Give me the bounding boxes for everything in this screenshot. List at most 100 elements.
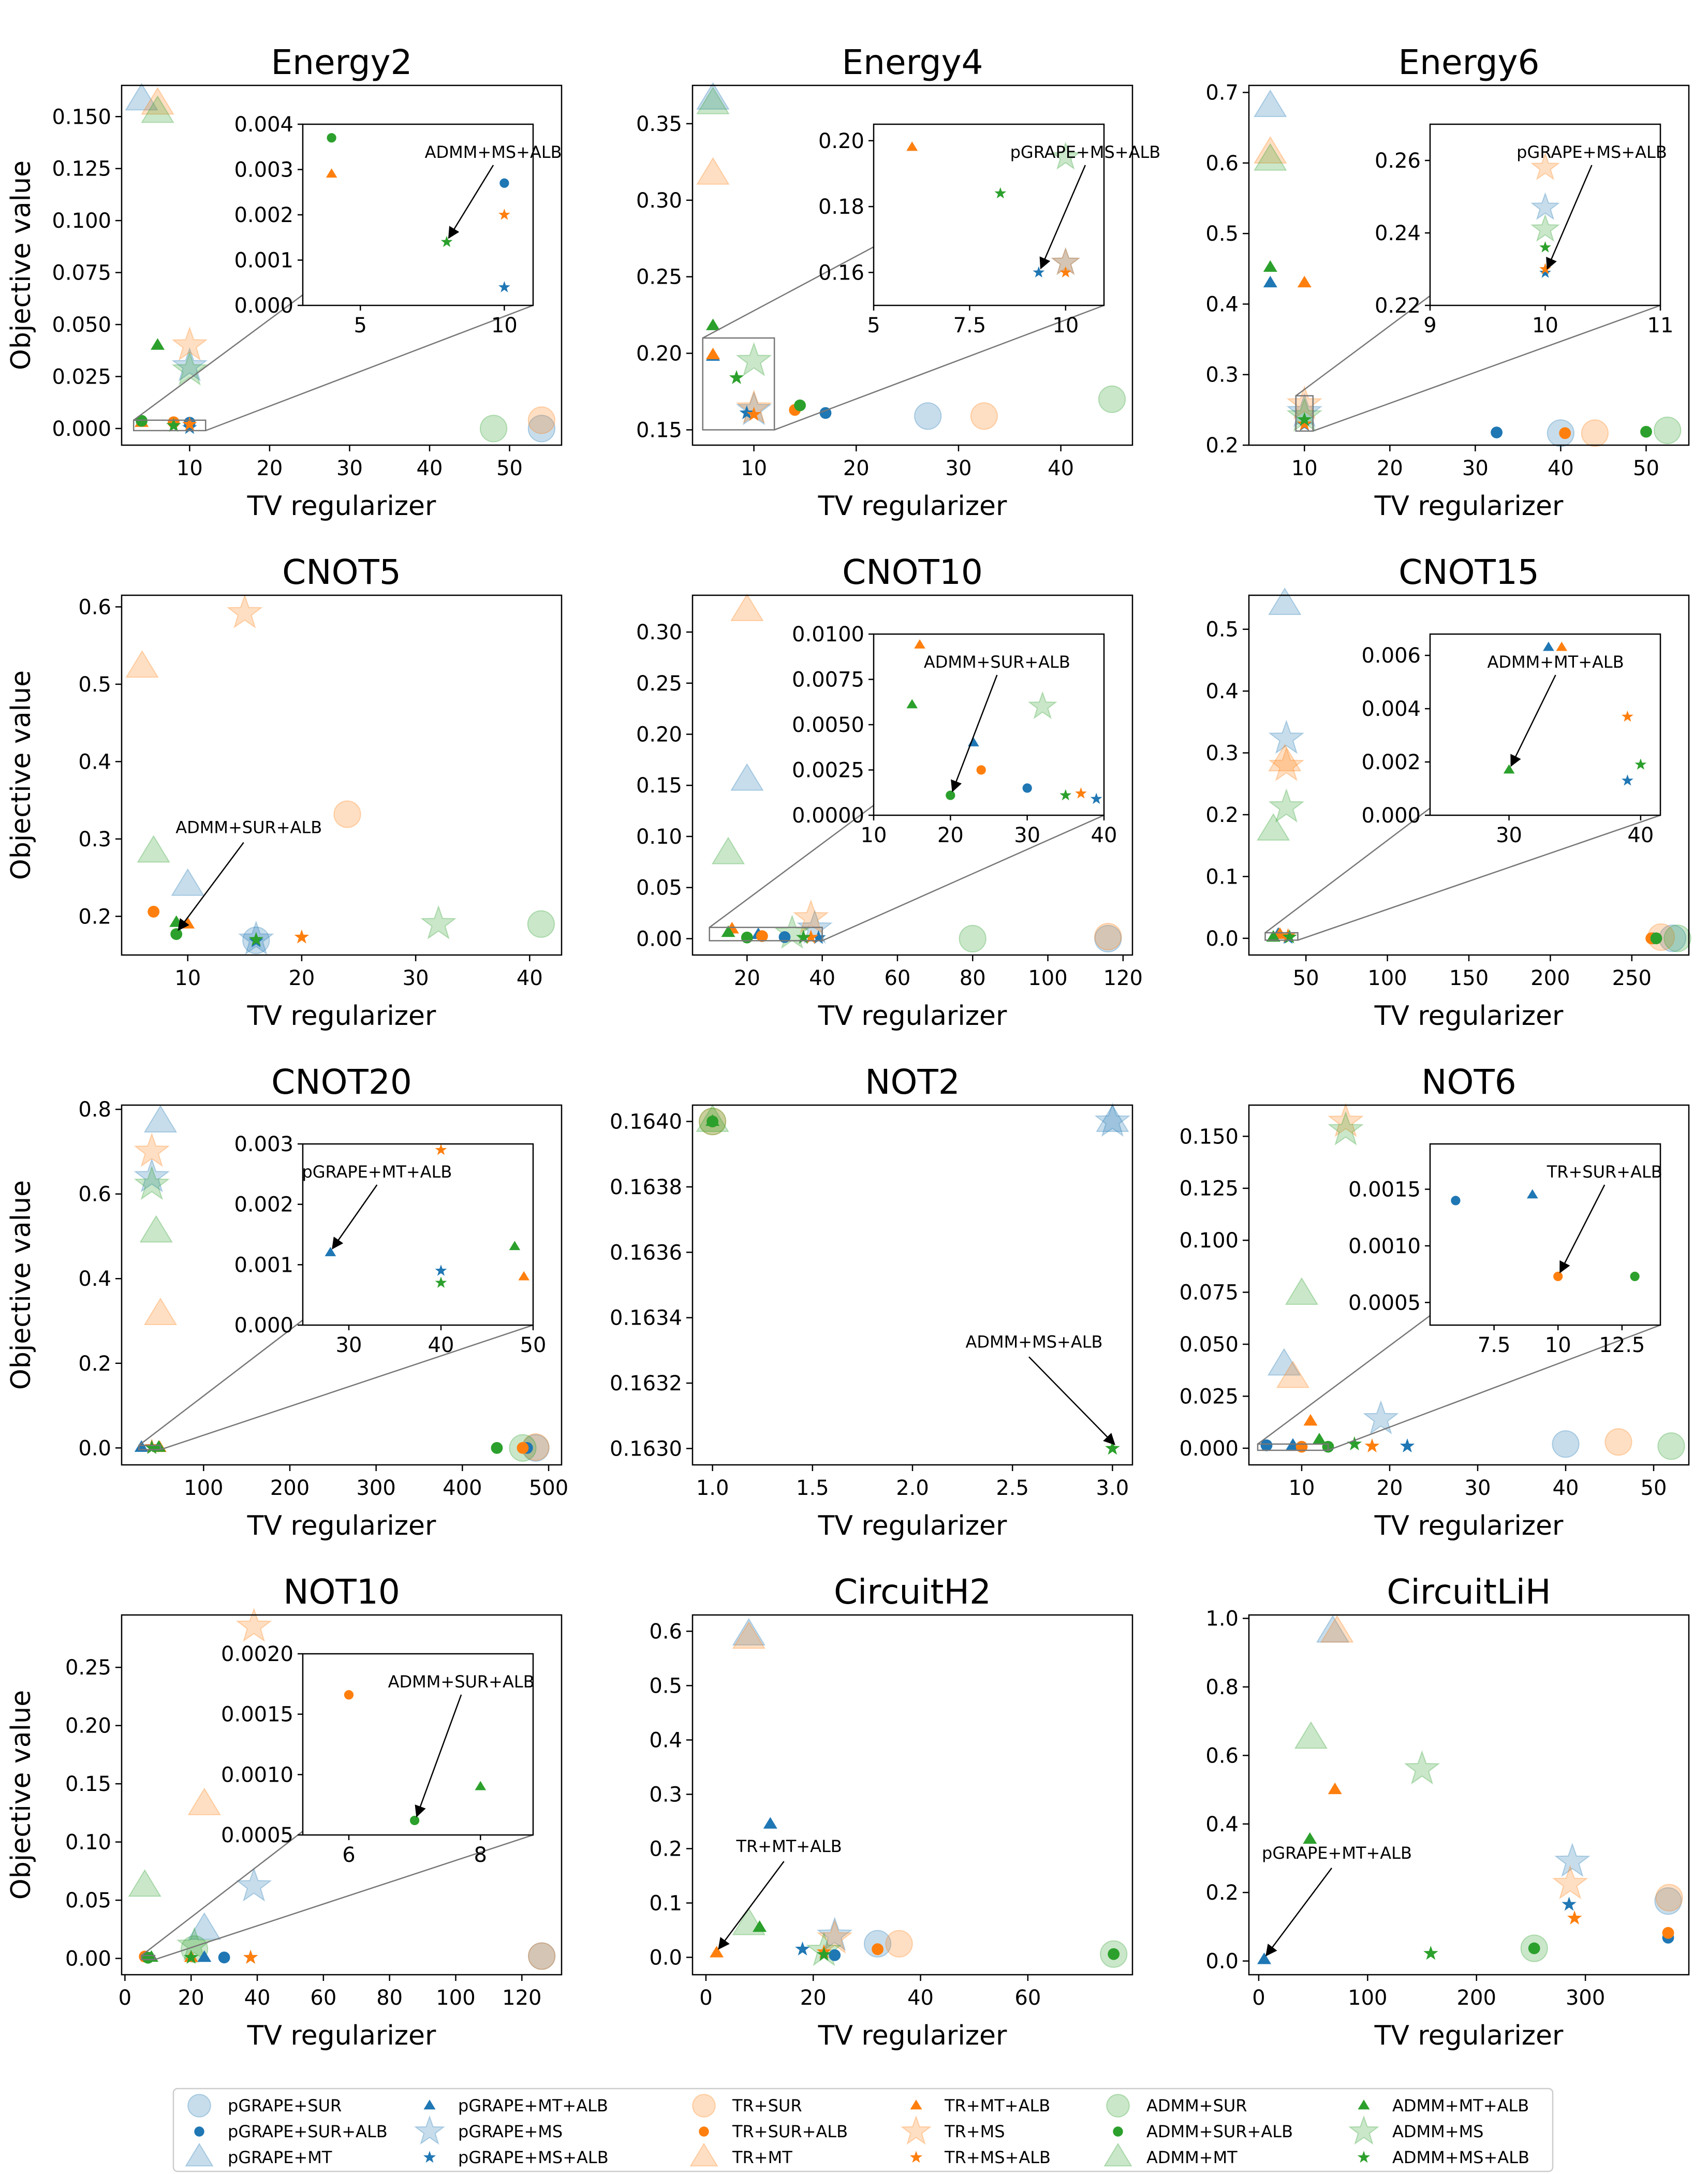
point-pgrape-ms [1554,1842,1591,1877]
inset-y-tick-label: 0.002 [234,1193,293,1217]
point-admm-ms-alb [816,1947,832,1961]
legend-marker [187,2094,211,2118]
point-tr-ms [792,899,829,934]
inset-y-tick-label: 0.004 [234,113,293,137]
annotation-label: ADMM+SUR+ALB [175,818,322,838]
annotation-arrow [718,1861,785,1950]
panel-title: CNOT10 [842,552,983,592]
panel-not10: NOT10 TV regularizer Objective value 0 20 40 6… [6,1572,563,2051]
point-admm-ms [735,342,772,377]
inset-x-tick-label: 10 [1532,314,1558,337]
point-tr-mt [1268,744,1302,772]
point-tr-ms [134,1133,170,1167]
inset-y-tick-label: 0.0015 [221,1703,293,1727]
y-tick-label: 0.15 [636,774,682,798]
x-tick-label: 40 [907,1986,934,2010]
inset-frame [302,1653,534,1836]
point-pgrape-mt-alb [197,1950,212,1962]
annotation-label: pGRAPE+MT+ALB [302,1162,452,1182]
annotation-arrow [1559,1184,1606,1273]
inset-point-pgrape-sur-alb [1451,1196,1461,1206]
plot-frame [691,1614,1133,1976]
annotation-arrow [1039,165,1086,270]
legend-label: pGRAPE+MS+ALB [458,2148,609,2167]
point-tr-sur [1655,1884,1683,1912]
inset-point-pgrape-mt-alb [1543,641,1554,651]
y-tick-label: 0.4 [1205,292,1239,316]
legend-marker [423,2151,436,2163]
legend-label: TR+SUR [732,2096,802,2116]
inset-point-tr-sur-alb [1553,1271,1563,1282]
y-tick-label: 0.1 [649,1891,682,1915]
point-tr-ms-alb [243,1949,258,1964]
y-tick-label: 0.6 [1205,1744,1239,1768]
zoom-connector [774,304,1105,431]
point-pgrape-ms [134,1158,170,1193]
point-tr-mt-alb [710,1946,724,1958]
x-tick-label: 0 [699,1986,712,2010]
inset-frame [1429,123,1661,306]
inset-plot: 30 40 50 0.000 0.001 0.002 0.003 pGRAPE+MT+ALB [234,1133,546,1357]
zoom-region [138,1445,161,1450]
inset-y-tick-label: 0.24 [1375,222,1421,245]
point-tr-ms-alb [803,930,819,944]
y-tick-label: 0.2 [1205,803,1239,827]
point-admm-ms-alb [1105,1441,1120,1455]
y-tick-label: 0.00 [636,927,682,951]
legend-marker [1357,2151,1371,2163]
inset-x-tick-label: 10 [491,314,518,337]
legend-item-tr-sur: TR+SUR [692,2094,802,2118]
inset-y-tick-label: 0.0000 [792,804,864,828]
y-tick-label: 0.125 [1179,1177,1239,1201]
annotation-arrow [332,1184,378,1250]
legend-marker [692,2094,716,2118]
panel-circuith2: CircuitH2 TV regularizer 0 20 40 60 0.0 0.1 0.2 0… [649,1572,1133,2051]
point-tr-ms-alb [1567,1910,1582,1925]
x-tick-label: 30 [336,457,363,480]
y-tick-label: 0.6 [1205,152,1239,175]
legend-item-admm-mt-alb: ADMM+MT+ALB [1358,2096,1529,2116]
point-admm-ms-alb [248,932,264,946]
inset-x-tick-label: 10 [861,824,887,847]
point-tr-ms [1286,385,1323,420]
x-axis-label: TV regularizer [1374,1001,1564,1032]
y-axis-label: Objective value [6,670,37,880]
point-tr-mt-alb [1303,1414,1318,1426]
point-tr-ms [171,326,208,361]
y-axis-label: Objective value [6,1690,37,1900]
x-tick-label: 50 [1641,1476,1667,1500]
panel-title: Energy6 [1398,42,1539,82]
zoom-connector [822,814,1105,942]
point-pgrape-mt-alb [763,1817,777,1829]
y-tick-label: 0.15 [636,418,682,442]
point-tr-sur [333,800,361,828]
x-tick-label: 150 [1449,966,1489,990]
inset-point-admm-ms [1530,213,1560,242]
inset-point-tr-ms-alb [435,1143,447,1155]
x-tick-label: 300 [356,1476,395,1500]
point-tr-mt-alb [705,347,720,360]
plot-frame [691,594,1133,956]
inset-x-tick-label: 9 [1423,314,1436,337]
y-tick-label: 0.050 [1179,1333,1239,1357]
point-pgrape-sur [1094,924,1122,953]
x-tick-label: 30 [946,457,972,480]
point-admm-ms [420,905,457,939]
point-tr-sur-alb [1559,427,1571,439]
y-tick-label: 0.125 [52,157,111,181]
point-admm-mt-alb [753,1920,767,1932]
panel-title: NOT2 [865,1062,960,1102]
y-tick-label: 0.1632 [610,1372,682,1396]
point-tr-ms [735,389,772,424]
inset-point-pgrape-ms-alb [1539,267,1551,278]
inset-point-pgrape-ms-alb [1621,774,1633,786]
point-tr-mt-alb [1328,1782,1342,1795]
point-pgrape-ms [1268,719,1305,754]
inset-point-tr-sur-alb [344,1690,354,1700]
inset-y-tick-label: 0.000 [1361,804,1421,828]
y-tick-label: 0.5 [1205,618,1239,642]
panel-not6: NOT6 TV regularizer 10 20 30 40 50 0.000 0.025 0.… [1179,1062,1690,1541]
x-tick-label: 200 [1530,966,1570,990]
zoom-region [709,927,823,942]
point-pgrape-ms [235,1867,272,1902]
